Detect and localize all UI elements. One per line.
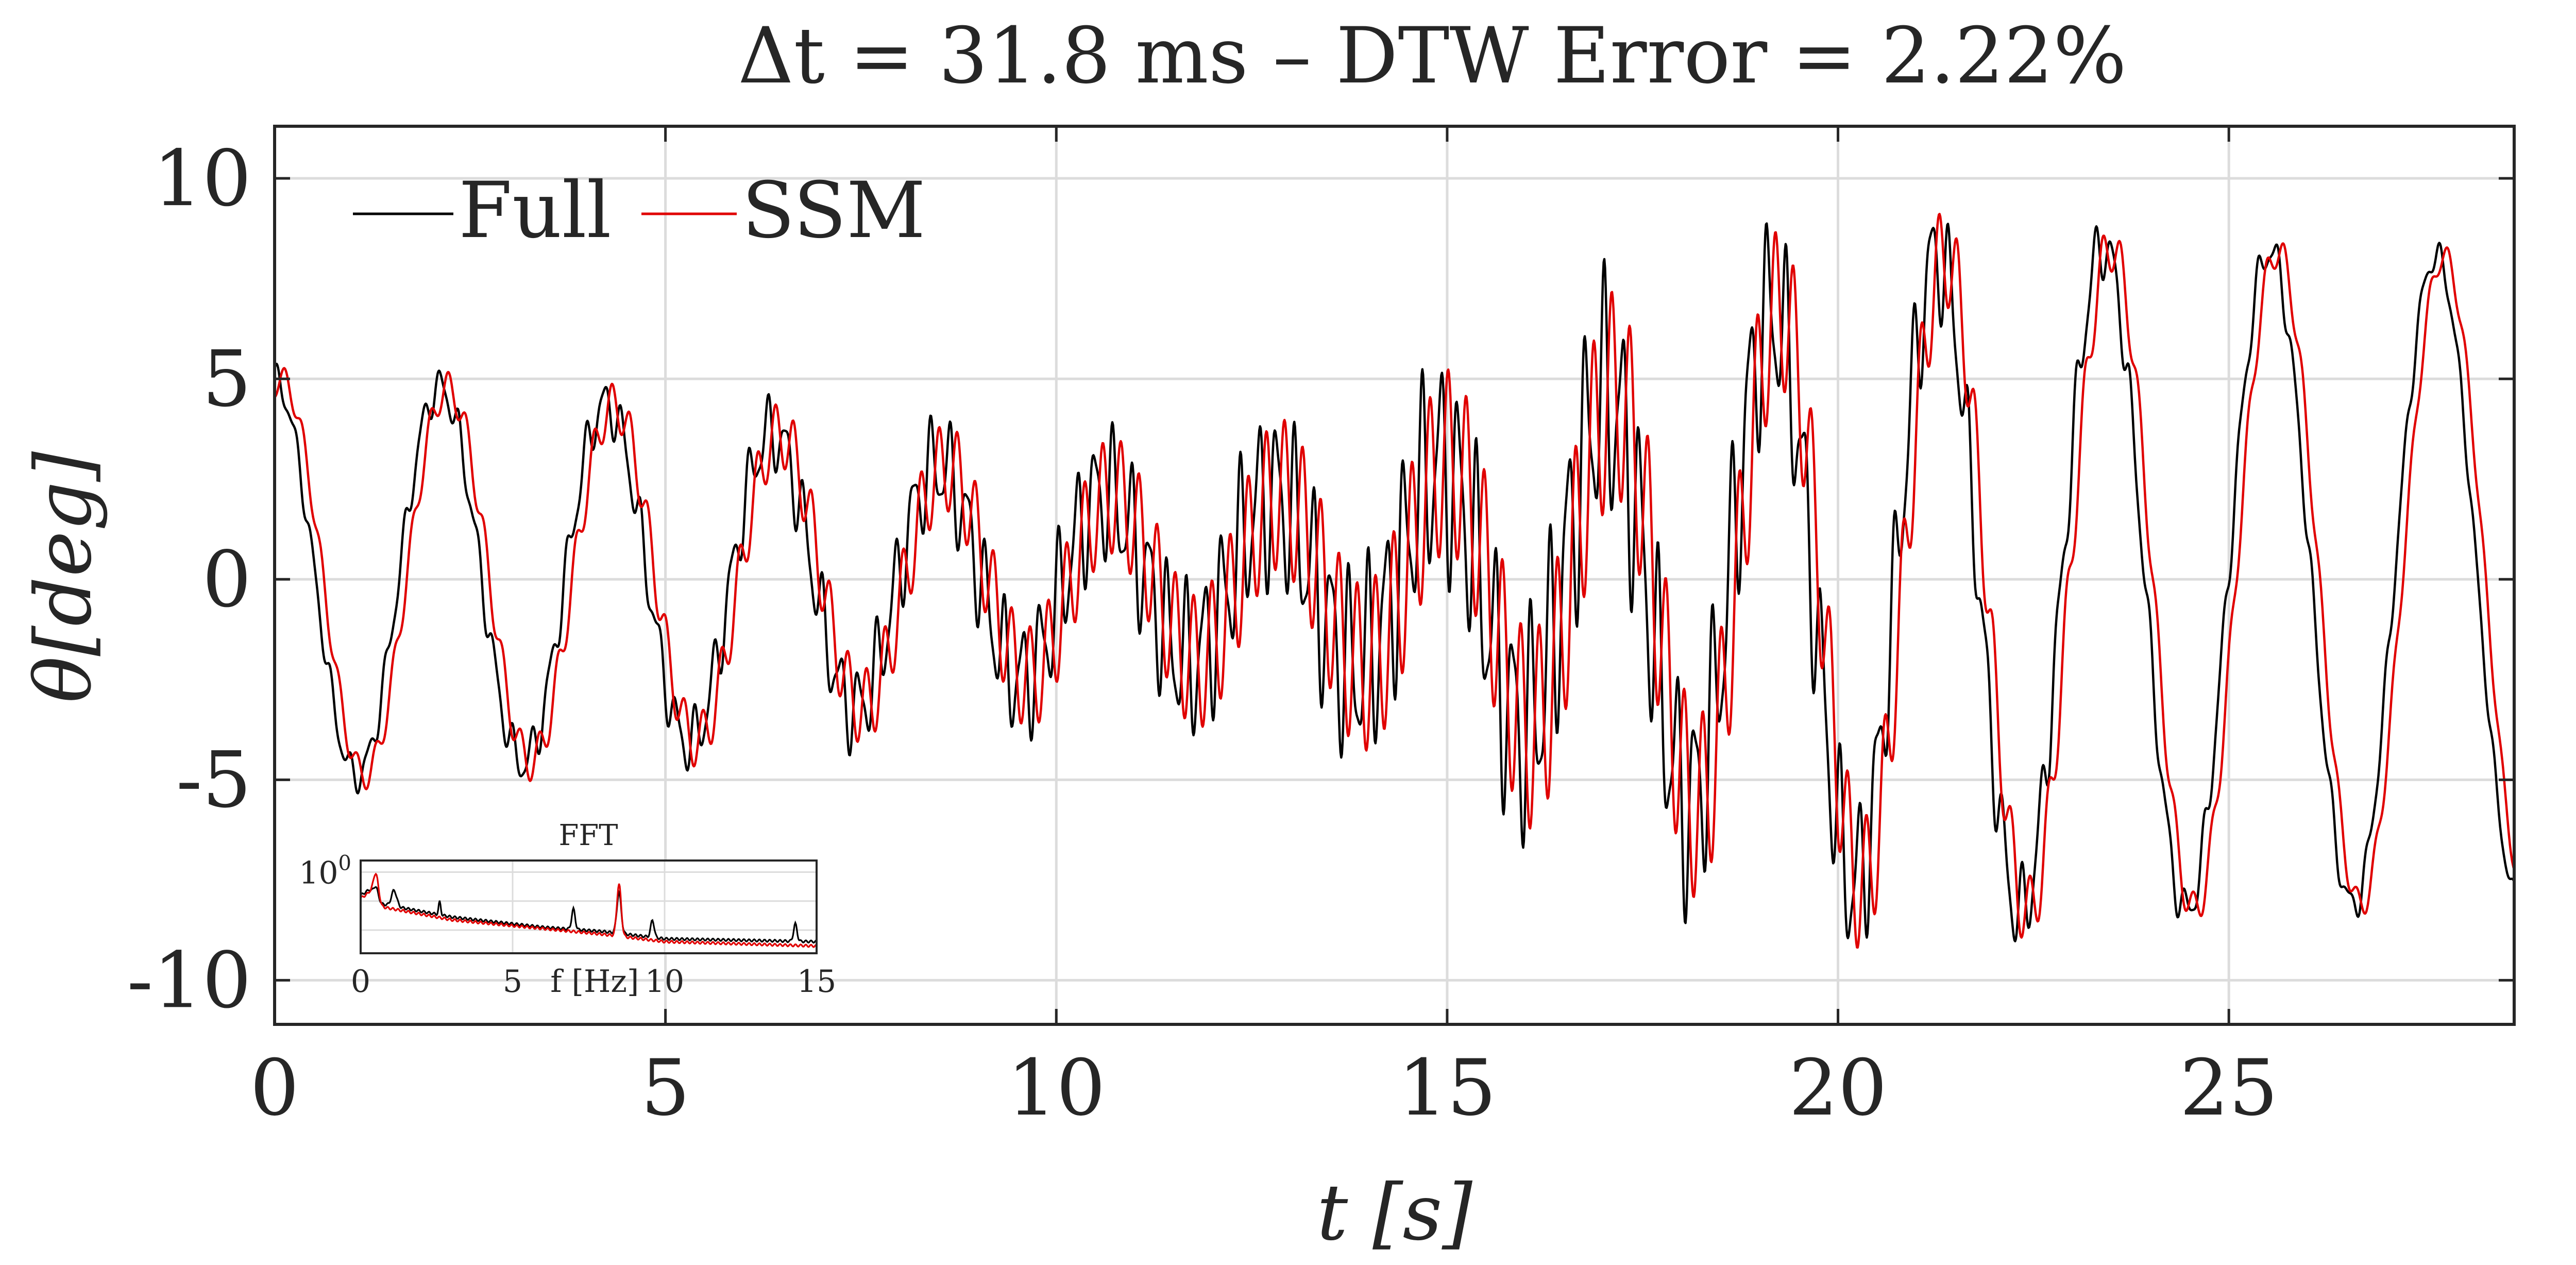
fft-x-tick-label: 15 (797, 964, 836, 1000)
series-line-full (273, 222, 2516, 942)
fft-inset: FFT 0 5 10 15 100 f [Hz] (299, 819, 836, 1000)
y-tick-label: -10 (127, 936, 251, 1025)
legend-full-label: Full (459, 166, 612, 256)
x-tick-label: 10 (1007, 1043, 1106, 1133)
legend: Full SSM (353, 166, 925, 256)
y-tick-label: 0 (202, 535, 251, 625)
chart-title: Δt = 31.8 ms – DTW Error = 2.22% (738, 11, 2127, 101)
main-grid (275, 126, 2514, 1024)
fft-x-tick-label: 10 (645, 964, 684, 1000)
x-tick-label: 25 (2180, 1043, 2278, 1133)
main-ticks: 0 5 10 15 20 25 -10 -5 0 5 10 (127, 126, 2514, 1133)
x-tick-label: 20 (1789, 1043, 1887, 1133)
fft-y-tick-label: 100 (299, 852, 351, 891)
series-line-ssm (274, 213, 2516, 949)
main-plot-frame (273, 125, 2516, 1026)
fft-x-tick-label: 0 (351, 964, 370, 1000)
main-series (273, 213, 2516, 949)
fft-inset-background (361, 861, 817, 953)
y-tick-label: 5 (202, 334, 251, 424)
x-tick-label: 0 (250, 1043, 299, 1133)
fft-inset-series (360, 872, 817, 948)
fft-inset-ticks: 0 5 10 15 100 f [Hz] (299, 852, 836, 1000)
fft-inset-title: FFT (558, 819, 618, 852)
fft-series-ssm (360, 872, 817, 948)
x-tick-label: 5 (641, 1043, 690, 1133)
legend-ssm-label: SSM (742, 166, 925, 256)
x-tick-label: 15 (1398, 1043, 1496, 1133)
x-axis-label: t [s] (1317, 1168, 1472, 1258)
fft-x-tick-label: 5 (503, 964, 522, 1000)
fft-inset-frame (360, 859, 818, 954)
y-tick-label: 10 (153, 134, 251, 224)
y-tick-label: -5 (176, 735, 251, 825)
y-axis-label: θ[deg] (19, 451, 109, 703)
fft-series-full (360, 886, 817, 944)
fft-x-axis-label: f [Hz] (550, 964, 639, 1000)
